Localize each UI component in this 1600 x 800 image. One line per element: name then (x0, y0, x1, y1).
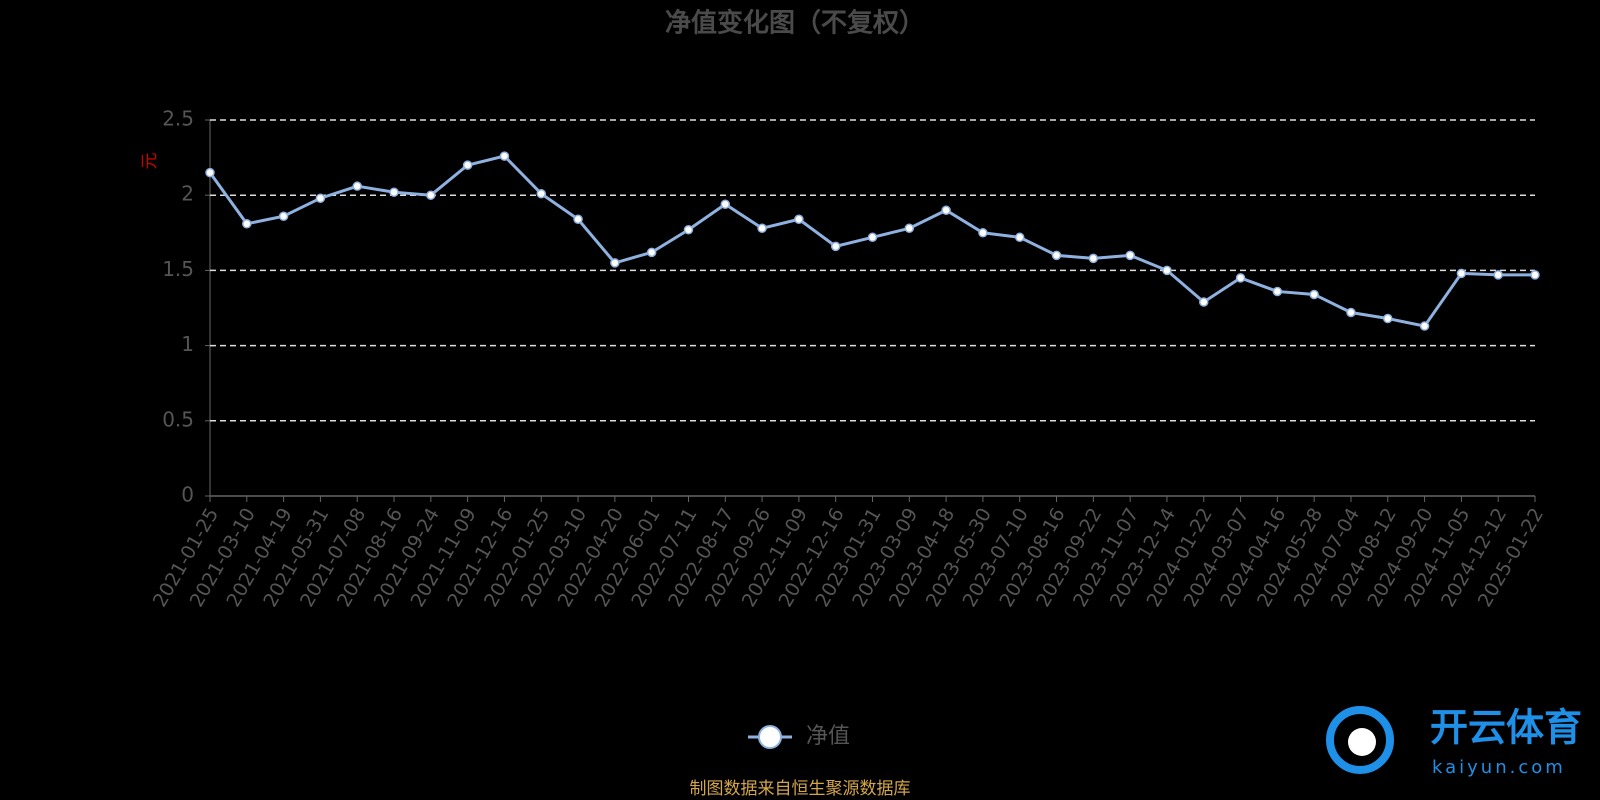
data-point (1125, 250, 1135, 261)
y-tick-label: 0 (181, 483, 194, 507)
logo-site: kaiyun.com (1432, 757, 1566, 778)
data-point (315, 193, 326, 203)
y-tick-label: 1 (181, 332, 194, 356)
data-point (1162, 265, 1172, 276)
data-point (1346, 307, 1356, 318)
data-point (1309, 289, 1319, 300)
legend-marker (758, 725, 782, 749)
data-point (941, 205, 951, 215)
data-point (904, 223, 915, 234)
data-point (610, 258, 620, 268)
data-point (683, 225, 694, 235)
data-point (278, 211, 289, 222)
data-point (573, 214, 583, 225)
data-point (1383, 313, 1393, 324)
data-point (352, 181, 362, 191)
logo-ball (1348, 728, 1376, 756)
logo-icon (1326, 706, 1394, 774)
data-point (1088, 253, 1099, 264)
y-tick-label: 1.5 (162, 257, 194, 281)
y-tick-label: 0.5 (162, 407, 194, 431)
data-point (1493, 270, 1503, 280)
data-point (646, 247, 657, 258)
legend-label: 净值 (806, 724, 850, 749)
data-point (536, 188, 546, 199)
logo-name: 开云体育 (1430, 706, 1582, 750)
y-tick-label: 2 (181, 182, 194, 206)
data-point (978, 228, 988, 238)
data-point (1272, 286, 1283, 297)
data-point (1530, 270, 1540, 280)
data-point (1419, 321, 1430, 331)
data-point (242, 219, 252, 229)
data-point (867, 232, 878, 243)
chart-title: 净值变化图（不复权） (665, 8, 925, 39)
data-point (426, 190, 436, 200)
y-tick-label: 2.5 (162, 107, 194, 131)
data-point (757, 223, 767, 234)
data-point (1051, 250, 1062, 261)
data-point (389, 187, 399, 197)
data-point (720, 199, 731, 209)
data-point (1456, 268, 1467, 279)
y-axis-label: 元 (140, 153, 160, 170)
data-point (462, 160, 473, 170)
data-point (1199, 297, 1209, 307)
data-point (794, 214, 804, 225)
logo: 开云体育 kaiyun.com (1326, 706, 1582, 778)
source-note: 制图数据来自恒生聚源数据库 (690, 779, 911, 799)
data-point (830, 241, 841, 252)
data-point (205, 167, 215, 178)
data-point (1014, 232, 1025, 243)
data-point (499, 151, 510, 161)
data-point (1235, 273, 1246, 283)
